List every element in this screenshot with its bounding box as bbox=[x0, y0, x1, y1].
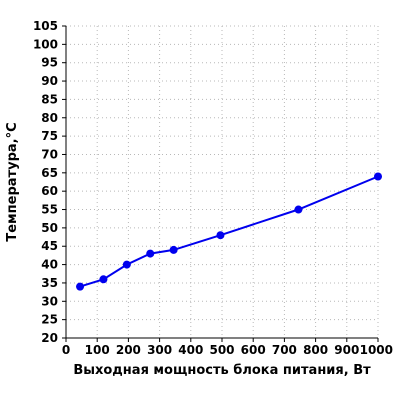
data-point bbox=[99, 275, 108, 284]
y-tick-label: 85 bbox=[41, 92, 58, 106]
y-tick-label: 20 bbox=[41, 331, 58, 345]
data-point bbox=[294, 205, 303, 214]
data-point bbox=[169, 245, 178, 254]
y-tick-label: 70 bbox=[41, 147, 58, 161]
grid bbox=[66, 25, 379, 338]
y-tick-label: 40 bbox=[41, 258, 58, 272]
data-point bbox=[146, 249, 155, 258]
x-tick-label: 400 bbox=[178, 343, 203, 357]
y-tick-label: 105 bbox=[33, 19, 58, 33]
x-tick-label: 500 bbox=[209, 343, 234, 357]
data-point bbox=[216, 231, 225, 240]
x-tick-label: 1000 bbox=[360, 343, 393, 357]
y-tick-label: 100 bbox=[33, 37, 58, 51]
y-tick-label: 75 bbox=[41, 129, 58, 143]
data-point bbox=[374, 172, 382, 181]
y-tick-label: 45 bbox=[41, 239, 58, 253]
y-tick-label: 90 bbox=[41, 74, 58, 88]
y-tick-label: 60 bbox=[41, 184, 58, 198]
data-point bbox=[76, 282, 85, 291]
x-tick-label: 700 bbox=[272, 343, 297, 357]
y-tick-label: 25 bbox=[41, 313, 58, 327]
data-point bbox=[122, 260, 131, 269]
y-tick-label: 55 bbox=[41, 203, 58, 217]
x-tick-label: 900 bbox=[334, 343, 359, 357]
series-line bbox=[79, 175, 379, 288]
x-tick-label: 100 bbox=[85, 343, 110, 357]
x-axis-title: Выходная мощность блока питания, Вт bbox=[73, 363, 371, 378]
x-tick-label: 300 bbox=[147, 343, 172, 357]
y-tick-label: 30 bbox=[41, 294, 58, 308]
y-tick-label: 95 bbox=[41, 56, 58, 70]
y-axis-ticks: 20 25 30 35 40 45 50 55 60 65 70 75 80 85 90 95 100 105 bbox=[33, 19, 66, 345]
y-tick-label: 80 bbox=[41, 111, 58, 125]
x-tick-label: 0 bbox=[62, 343, 70, 357]
y-tick-label: 35 bbox=[41, 276, 58, 290]
y-tick-label: 50 bbox=[41, 221, 58, 235]
series bbox=[76, 172, 382, 291]
x-tick-label: 200 bbox=[116, 343, 141, 357]
y-tick-label: 65 bbox=[41, 166, 58, 180]
x-axis-ticks: 0 100 200 300 400 500 600 700 800 900 1000 bbox=[62, 338, 393, 357]
y-axis-title: Температура,°С bbox=[5, 122, 20, 241]
x-tick-label: 600 bbox=[241, 343, 266, 357]
x-tick-label: 800 bbox=[303, 343, 328, 357]
